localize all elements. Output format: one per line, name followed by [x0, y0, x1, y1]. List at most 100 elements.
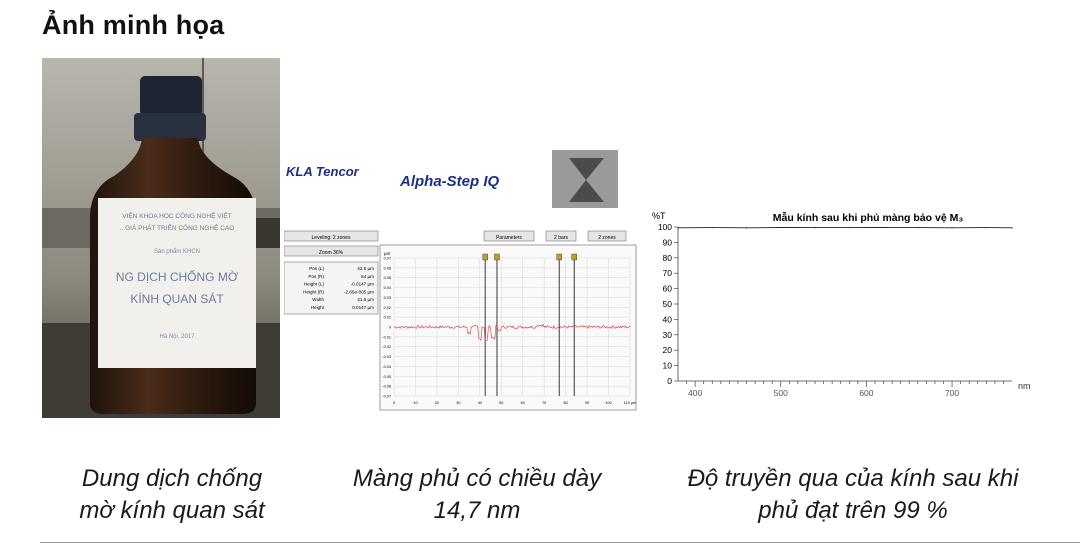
data-point	[917, 227, 919, 229]
cursor-handle[interactable]	[556, 253, 562, 261]
stats-table: Pos (L) 42.5 µm Pos (R) 84 µm Height (L) -0.0…	[303, 266, 374, 310]
label-text-2: ...GIÁ PHÁT TRIỂN CÔNG NGHỆ CAO	[120, 223, 235, 232]
label-text-6: Hà Nội, 2017	[159, 334, 195, 340]
x-tick-label: 100	[605, 401, 611, 405]
y-tick-label: 70	[663, 268, 673, 278]
caption-transmission-line1: Độ truyền qua của kính sau khi	[687, 465, 1019, 492]
y-tick-label: 0	[667, 376, 672, 386]
data-point	[814, 227, 816, 229]
profilometer-screenshot: KLA Tencor Alpha-Step IQ Leveling: 2 zon…	[284, 150, 638, 412]
x-tick-label: 10	[413, 401, 417, 405]
y-tick-label: 50	[663, 299, 673, 309]
x-tick-label: 110 µm	[624, 401, 636, 405]
x-tick-label: 50	[499, 401, 503, 405]
y-tick-label: 40	[663, 314, 673, 324]
data-point	[985, 227, 987, 229]
y-tick-label: -0.02	[382, 345, 391, 349]
kla-tencor-logo: KLA Tencor	[286, 164, 360, 179]
data-point	[780, 226, 782, 229]
y-tick-label: 0.05	[384, 276, 391, 280]
data-point	[711, 227, 713, 229]
stat-value: 42.5 µm	[357, 266, 374, 271]
cursor-handle[interactable]	[494, 253, 500, 261]
stat-value: 41.5 µm	[357, 297, 374, 302]
bottle-photo: VIỆN KHOA HỌC CÔNG NGHỆ VIỆT ...GIÁ PHÁT…	[42, 58, 280, 418]
zoom-button[interactable]: Zoom 36%	[319, 250, 344, 256]
data-point	[1011, 227, 1013, 229]
y-tick-label: -0.07	[382, 395, 391, 399]
x-tick-label: 400	[688, 388, 702, 398]
y-tick-label: 10	[663, 361, 673, 371]
stat-value: -0.0147 µm	[351, 282, 375, 287]
y-tick-label: 0.02	[384, 306, 391, 310]
bottom-divider	[40, 542, 1080, 543]
transmission-chart: %T Mẫu kính sau khi phủ màng bảo vệ M₃ n…	[652, 211, 1031, 398]
data-point	[745, 227, 748, 229]
stat-key: Height	[311, 305, 325, 310]
x-tick-label: 30	[456, 401, 460, 405]
y-tick-label: 80	[663, 253, 673, 263]
chart-title: Mẫu kính sau khi phủ màng bảo vệ M₃	[773, 211, 964, 224]
data-point	[882, 226, 885, 229]
y-tick-label: 60	[663, 284, 673, 294]
y-tick-label: -0.01	[382, 335, 391, 339]
x-tick-label: 70	[542, 401, 546, 405]
caption-film-line1: Màng phủ có chiều dày	[352, 465, 602, 492]
alpha-step-logo: Alpha-Step IQ	[399, 173, 500, 190]
stat-value: -2.65e-005 µm	[344, 289, 374, 294]
y-tick-label: -0.03	[382, 355, 391, 359]
y-tick-label: -0.04	[382, 365, 391, 369]
x-axis-label: nm	[1018, 381, 1031, 391]
stat-key: Pos (R)	[308, 274, 324, 279]
stat-value: 0.0147 µm	[352, 305, 374, 310]
label-text-4: NG DỊCH CHỐNG MỜ	[116, 269, 239, 284]
y-tick-label: 30	[663, 330, 673, 340]
parameters-button[interactable]: Parameters	[496, 235, 522, 241]
y-tick-label: 90	[663, 237, 673, 247]
y-tick-label: 0.04	[384, 286, 391, 290]
data-point	[848, 227, 850, 229]
caption-bottle-line1: Dung dịch chống	[81, 465, 263, 492]
page-heading: Ảnh minh họa	[42, 10, 225, 40]
y-tick-label: 0.06	[384, 266, 391, 270]
caption-film: Màng phủ có chiều dày 14,7 nm	[312, 463, 642, 527]
x-tick-label: 20	[435, 401, 439, 405]
leveling-button[interactable]: Leveling: 2 zones	[312, 235, 351, 241]
y-tick-label: 20	[663, 345, 673, 355]
stat-key: Pos (L)	[309, 266, 324, 271]
y-tick-label: 0.01	[384, 316, 391, 320]
stat-value: 84 µm	[361, 274, 374, 279]
label-text-1: VIỆN KHOA HỌC CÔNG NGHỆ VIỆT	[122, 211, 231, 220]
y-tick-label: 0.07	[384, 257, 391, 261]
caption-transmission-line2: phủ đạt trên 99 %	[758, 497, 948, 524]
caption-bottle-line2: mờ kính quan sát	[79, 497, 265, 524]
stat-key: Height (R)	[303, 289, 324, 294]
data-point	[951, 227, 953, 229]
profile-plot: 0.07 0.06 0.05 0.04 0.03 0.02 0.01 0 -0.01 -0.02 -…	[382, 253, 636, 405]
profile-line	[393, 323, 631, 342]
caption-film-line2: 14,7 nm	[433, 497, 521, 524]
x-tick-label: 80	[564, 401, 568, 405]
y-tick-label: 0.03	[384, 296, 391, 300]
caption-bottle: Dung dịch chống mờ kính quan sát	[52, 463, 292, 527]
stat-key: Width	[312, 297, 324, 302]
y-tick-label: 0	[389, 326, 391, 330]
label-text-3: Sản phẩm KHCN	[154, 248, 200, 255]
stat-key: Height (L)	[304, 282, 325, 287]
x-tick-label: 500	[774, 388, 788, 398]
label-text-5: KÍNH QUAN SÁT	[130, 291, 224, 306]
cursor-handle[interactable]	[482, 253, 488, 261]
y-tick-label: -0.05	[382, 375, 391, 379]
zones-button[interactable]: 2 zones	[598, 235, 616, 241]
x-tick-label: 60	[521, 401, 525, 405]
x-tick-label: 40	[478, 401, 482, 405]
x-tick-label: 90	[585, 401, 589, 405]
x-tick-label: 700	[945, 388, 959, 398]
caption-transmission: Độ truyền qua của kính sau khi phủ đạt t…	[648, 463, 1058, 527]
bars-button[interactable]: 2 bars	[554, 235, 568, 241]
y-unit-label: µm	[384, 251, 391, 256]
x-tick-label: 0	[393, 401, 395, 405]
cursor-handle[interactable]	[571, 253, 577, 261]
y-axis-label: %T	[652, 211, 666, 221]
y-tick-label: 100	[658, 222, 672, 232]
